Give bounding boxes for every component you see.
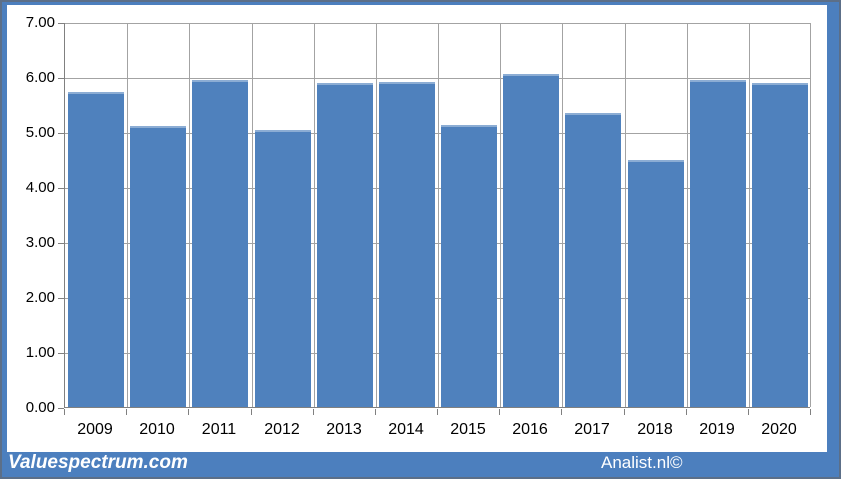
gridline-horizontal [65, 353, 810, 354]
x-axis-tick [624, 409, 625, 415]
x-axis-category-label: 2012 [264, 421, 300, 438]
gridline-vertical [500, 23, 501, 407]
y-axis-tick-label: 6.00 [25, 69, 55, 86]
y-axis-tick [58, 298, 64, 299]
y-axis-tick [58, 353, 64, 354]
x-axis-tick [499, 409, 500, 415]
x-axis-category-label: 2017 [574, 421, 610, 438]
bar-2009 [68, 92, 124, 407]
gridline-vertical [252, 23, 253, 407]
y-axis-tick [58, 78, 64, 79]
x-axis-tick [188, 409, 189, 415]
bar-2019 [690, 80, 746, 407]
y-axis-tick [58, 408, 64, 409]
x-axis-category-label: 2019 [699, 421, 735, 438]
gridline-vertical [376, 23, 377, 407]
x-axis-category-label: 2014 [388, 421, 424, 438]
gridline-horizontal [65, 188, 810, 189]
chart-canvas: 0.00 1.00 2.00 3.00 4.00 5.00 6.00 7.00 2009 2010… [7, 5, 827, 452]
x-axis-tick [561, 409, 562, 415]
gridline-vertical [810, 23, 811, 407]
gridline-vertical [562, 23, 563, 407]
y-axis-tick-label: 1.00 [25, 344, 55, 361]
analist-watermark: Analist.nl© [601, 453, 683, 472]
x-axis-category-label: 2018 [637, 421, 673, 438]
x-axis-category-label: 2020 [761, 421, 797, 438]
gridline-horizontal [65, 133, 810, 134]
bar-2014 [379, 82, 435, 407]
x-axis-category-label: 2015 [450, 421, 486, 438]
x-axis-category-label: 2010 [139, 421, 175, 438]
gridline-vertical [127, 23, 128, 407]
gridline-vertical [749, 23, 750, 407]
gridline-horizontal [65, 78, 810, 79]
x-axis-tick [251, 409, 252, 415]
x-axis-tick [748, 409, 749, 415]
y-axis-tick-label: 7.00 [25, 14, 55, 31]
x-axis-tick [437, 409, 438, 415]
y-axis-tick [58, 23, 64, 24]
gridline-horizontal [65, 243, 810, 244]
x-axis-tick [810, 409, 811, 415]
bar-2011 [192, 80, 248, 407]
x-axis-category-label: 2009 [77, 421, 113, 438]
bar-2017 [565, 113, 621, 407]
gridline-vertical [314, 23, 315, 407]
y-axis-tick [58, 188, 64, 189]
gridline-vertical [625, 23, 626, 407]
x-axis-tick [64, 409, 65, 415]
y-axis-tick-label: 2.00 [25, 289, 55, 306]
y-axis-tick-label: 5.00 [25, 124, 55, 141]
x-axis-tick [686, 409, 687, 415]
y-axis-tick-label: 3.00 [25, 234, 55, 251]
x-axis-tick [313, 409, 314, 415]
y-axis-tick-label: 4.00 [25, 179, 55, 196]
bar-2020 [752, 83, 808, 407]
gridline-vertical [687, 23, 688, 407]
gridline-horizontal [65, 23, 810, 24]
bar-2015 [441, 125, 497, 407]
x-axis-category-label: 2016 [512, 421, 548, 438]
bar-2018 [628, 160, 684, 407]
y-axis-tick [58, 243, 64, 244]
plot-area [64, 23, 811, 408]
footer-strip: Valuespectrum.com Analist.nl© [2, 450, 839, 477]
valuespectrum-watermark: Valuespectrum.com [8, 452, 188, 473]
bar-2016 [503, 74, 559, 407]
x-axis-tick [375, 409, 376, 415]
y-axis-tick-label: 0.00 [25, 399, 55, 416]
gridline-vertical [189, 23, 190, 407]
x-axis-tick [126, 409, 127, 415]
bar-2013 [317, 83, 373, 407]
bar-2012 [255, 130, 311, 407]
y-axis-tick [58, 133, 64, 134]
gridline-horizontal [65, 298, 810, 299]
bar-2010 [130, 126, 186, 407]
gridline-vertical [438, 23, 439, 407]
x-axis-category-label: 2013 [326, 421, 362, 438]
x-axis-category-label: 2011 [201, 421, 237, 438]
